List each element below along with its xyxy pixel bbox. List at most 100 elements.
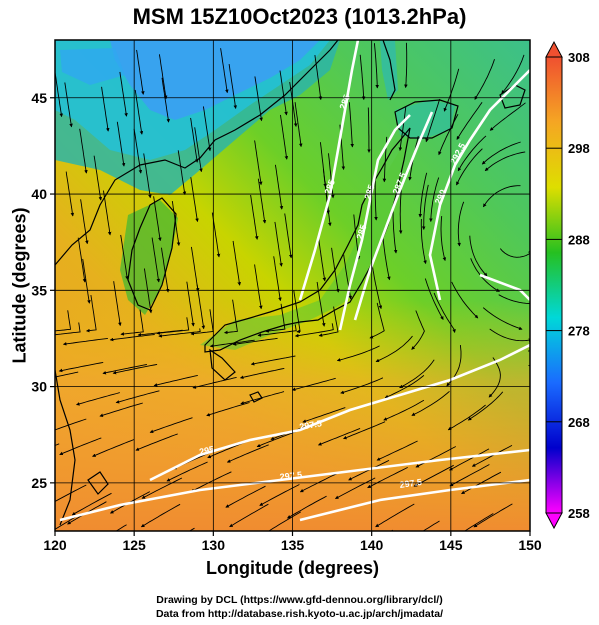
streamline — [448, 448, 490, 471]
streamline — [433, 292, 456, 333]
streamline — [418, 172, 428, 218]
streamline — [421, 184, 429, 230]
streamline — [343, 421, 386, 440]
streamline — [302, 407, 346, 423]
streamline — [317, 427, 361, 446]
streamline — [293, 290, 301, 334]
streamline — [470, 258, 500, 292]
streamline — [348, 102, 355, 148]
y-tick-label: 45 — [31, 90, 47, 106]
streamline — [55, 418, 87, 431]
streamline — [250, 194, 259, 240]
streamline — [254, 76, 263, 122]
streamline — [398, 188, 403, 234]
streamline — [314, 55, 323, 101]
streamline — [109, 334, 155, 342]
credit-line-1: Drawing by DCL (https://www.gfd-dennou.o… — [156, 594, 443, 606]
streamline — [383, 399, 425, 421]
streamline — [449, 464, 490, 487]
streamline — [224, 299, 238, 335]
streamline — [331, 247, 340, 293]
streamline — [422, 520, 440, 531]
colorbar-tick-label: 288 — [568, 232, 590, 247]
streamline — [250, 355, 296, 366]
streamline — [55, 310, 72, 332]
colorbar-bottom-triangle — [545, 512, 563, 530]
streamline — [55, 443, 60, 446]
x-tick-label: 130 — [202, 537, 226, 553]
streamline — [398, 105, 407, 151]
streamline — [469, 235, 488, 277]
colorbar-tick-label: 268 — [568, 415, 590, 430]
streamline — [166, 461, 208, 482]
streamline — [268, 511, 302, 531]
credit-line-2: Data from http://database.rish.kyoto-u.a… — [155, 608, 444, 620]
streamline — [284, 213, 293, 259]
streamline — [257, 324, 297, 337]
streamline — [457, 201, 465, 247]
streamline — [161, 247, 170, 293]
streamline — [279, 70, 288, 116]
streamline — [425, 98, 441, 143]
streamline — [71, 492, 112, 516]
streamline — [92, 439, 135, 457]
streamline — [82, 258, 91, 304]
streamline — [239, 367, 285, 379]
x-tick-label: 145 — [439, 537, 463, 553]
streamline — [77, 237, 87, 283]
streamline — [467, 391, 504, 421]
contour-label: 285 — [362, 183, 376, 200]
streamline — [158, 54, 168, 100]
streamline — [202, 106, 212, 152]
streamline — [369, 302, 385, 339]
streamline — [316, 281, 326, 327]
streamline — [367, 467, 408, 489]
y-axis-label: Latitude (degrees) — [9, 207, 30, 364]
streamline — [498, 294, 530, 305]
streamline — [171, 201, 181, 246]
y-tick-label: 35 — [31, 282, 47, 298]
streamline — [273, 256, 282, 302]
streamline — [456, 102, 483, 140]
streamline — [482, 307, 523, 330]
x-axis-label: Longitude (degrees) — [205, 558, 379, 578]
temperature-contours — [59, 40, 530, 522]
streamline — [64, 82, 73, 128]
streamline — [474, 59, 495, 100]
streamline — [473, 503, 513, 528]
streamline — [447, 404, 486, 431]
streamline — [265, 303, 286, 333]
streamline — [190, 471, 232, 493]
streamline — [59, 437, 102, 456]
streamline — [274, 221, 283, 267]
colorbar-top-triangle — [545, 40, 563, 58]
streamline — [80, 199, 89, 245]
streamline — [240, 391, 285, 405]
streamline — [55, 72, 64, 118]
streamline — [86, 295, 97, 333]
streamline — [384, 375, 425, 399]
streamline — [115, 390, 160, 404]
colorbar-tick-label: 258 — [568, 506, 590, 521]
streamline — [115, 524, 127, 531]
y-tick-label: 40 — [31, 186, 47, 202]
streamline — [120, 234, 129, 280]
streamline — [404, 42, 408, 89]
streamline — [116, 121, 126, 167]
streamline — [299, 471, 341, 493]
streamline — [294, 102, 303, 148]
streamline — [141, 477, 183, 499]
streamline — [411, 390, 450, 416]
streamline — [382, 235, 391, 281]
streamline — [334, 477, 376, 499]
x-tick-label: 150 — [518, 537, 542, 553]
streamline — [489, 328, 530, 342]
streamline — [206, 402, 250, 417]
streamline — [140, 503, 181, 528]
streamline — [232, 337, 278, 346]
contour-label: 297.5 — [399, 477, 423, 490]
streamline — [375, 503, 415, 528]
streamline — [55, 322, 81, 336]
streamline — [294, 323, 334, 338]
